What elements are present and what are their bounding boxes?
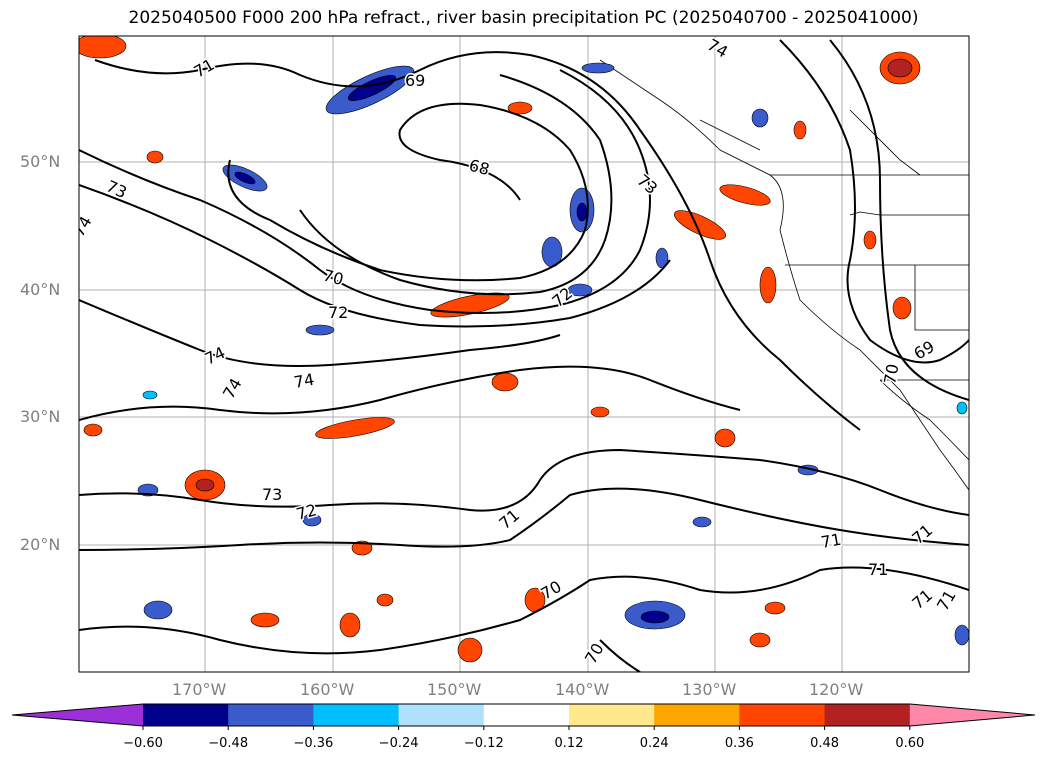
lon-label: 150°W <box>427 680 482 699</box>
colorbar-segment <box>228 704 314 726</box>
gridlines <box>79 36 969 672</box>
colorbar-tick-label: −0.60 <box>123 736 163 751</box>
contour-label: 71 <box>868 560 888 579</box>
lat-label: 30°N <box>20 407 61 426</box>
colorbar-tick-label: 0.48 <box>810 736 840 751</box>
colorbar-segment <box>824 704 911 726</box>
lat-label: 50°N <box>20 152 61 171</box>
lat-label: 20°N <box>20 535 61 554</box>
lon-label: 140°W <box>555 680 610 699</box>
colorbar-extend-min <box>12 704 143 726</box>
lon-label: 160°W <box>300 680 355 699</box>
lon-label: 170°W <box>172 680 227 699</box>
contour-label: 72 <box>328 303 348 322</box>
refractivity-contours <box>79 39 969 672</box>
contour-label: 70 <box>880 362 902 385</box>
colorbar-tick-label: −0.36 <box>293 736 334 751</box>
colorbar-segment <box>398 704 485 726</box>
colorbar-tick-label: −0.12 <box>463 736 504 751</box>
precip-shading <box>79 36 969 663</box>
colorbar-tick-label: 0.24 <box>639 736 669 751</box>
plot-area <box>79 36 969 672</box>
colorbar-segment <box>483 704 570 726</box>
colorbar <box>11 703 1036 730</box>
colorbar-tick-label: −0.48 <box>208 736 249 751</box>
colorbar-segment <box>313 704 400 726</box>
colorbar-tick-label: 0.36 <box>724 736 754 751</box>
map-title: 2025040500 F000 200 hPa refract., river … <box>128 8 919 28</box>
plot-frame <box>78 35 970 673</box>
contour-label: 69 <box>405 71 425 90</box>
contour-label: 71 <box>819 530 842 552</box>
colorbar-extend-max <box>909 704 1035 726</box>
colorbar-segment <box>569 704 655 726</box>
colorbar-tick-label: −0.24 <box>378 736 419 751</box>
lon-label: 120°W <box>809 680 864 699</box>
colorbar-segment <box>654 704 740 726</box>
coastlines <box>599 59 969 491</box>
lat-label: 40°N <box>20 280 61 299</box>
contour-label: 74 <box>292 370 315 392</box>
colorbar-tick-label: 0.12 <box>554 736 584 751</box>
lon-label: 130°W <box>682 680 737 699</box>
colorbar-tick-label: 0.60 <box>895 736 925 751</box>
contour-label: 73 <box>262 485 282 504</box>
colorbar-segment <box>143 704 229 726</box>
colorbar-segment <box>739 704 826 726</box>
